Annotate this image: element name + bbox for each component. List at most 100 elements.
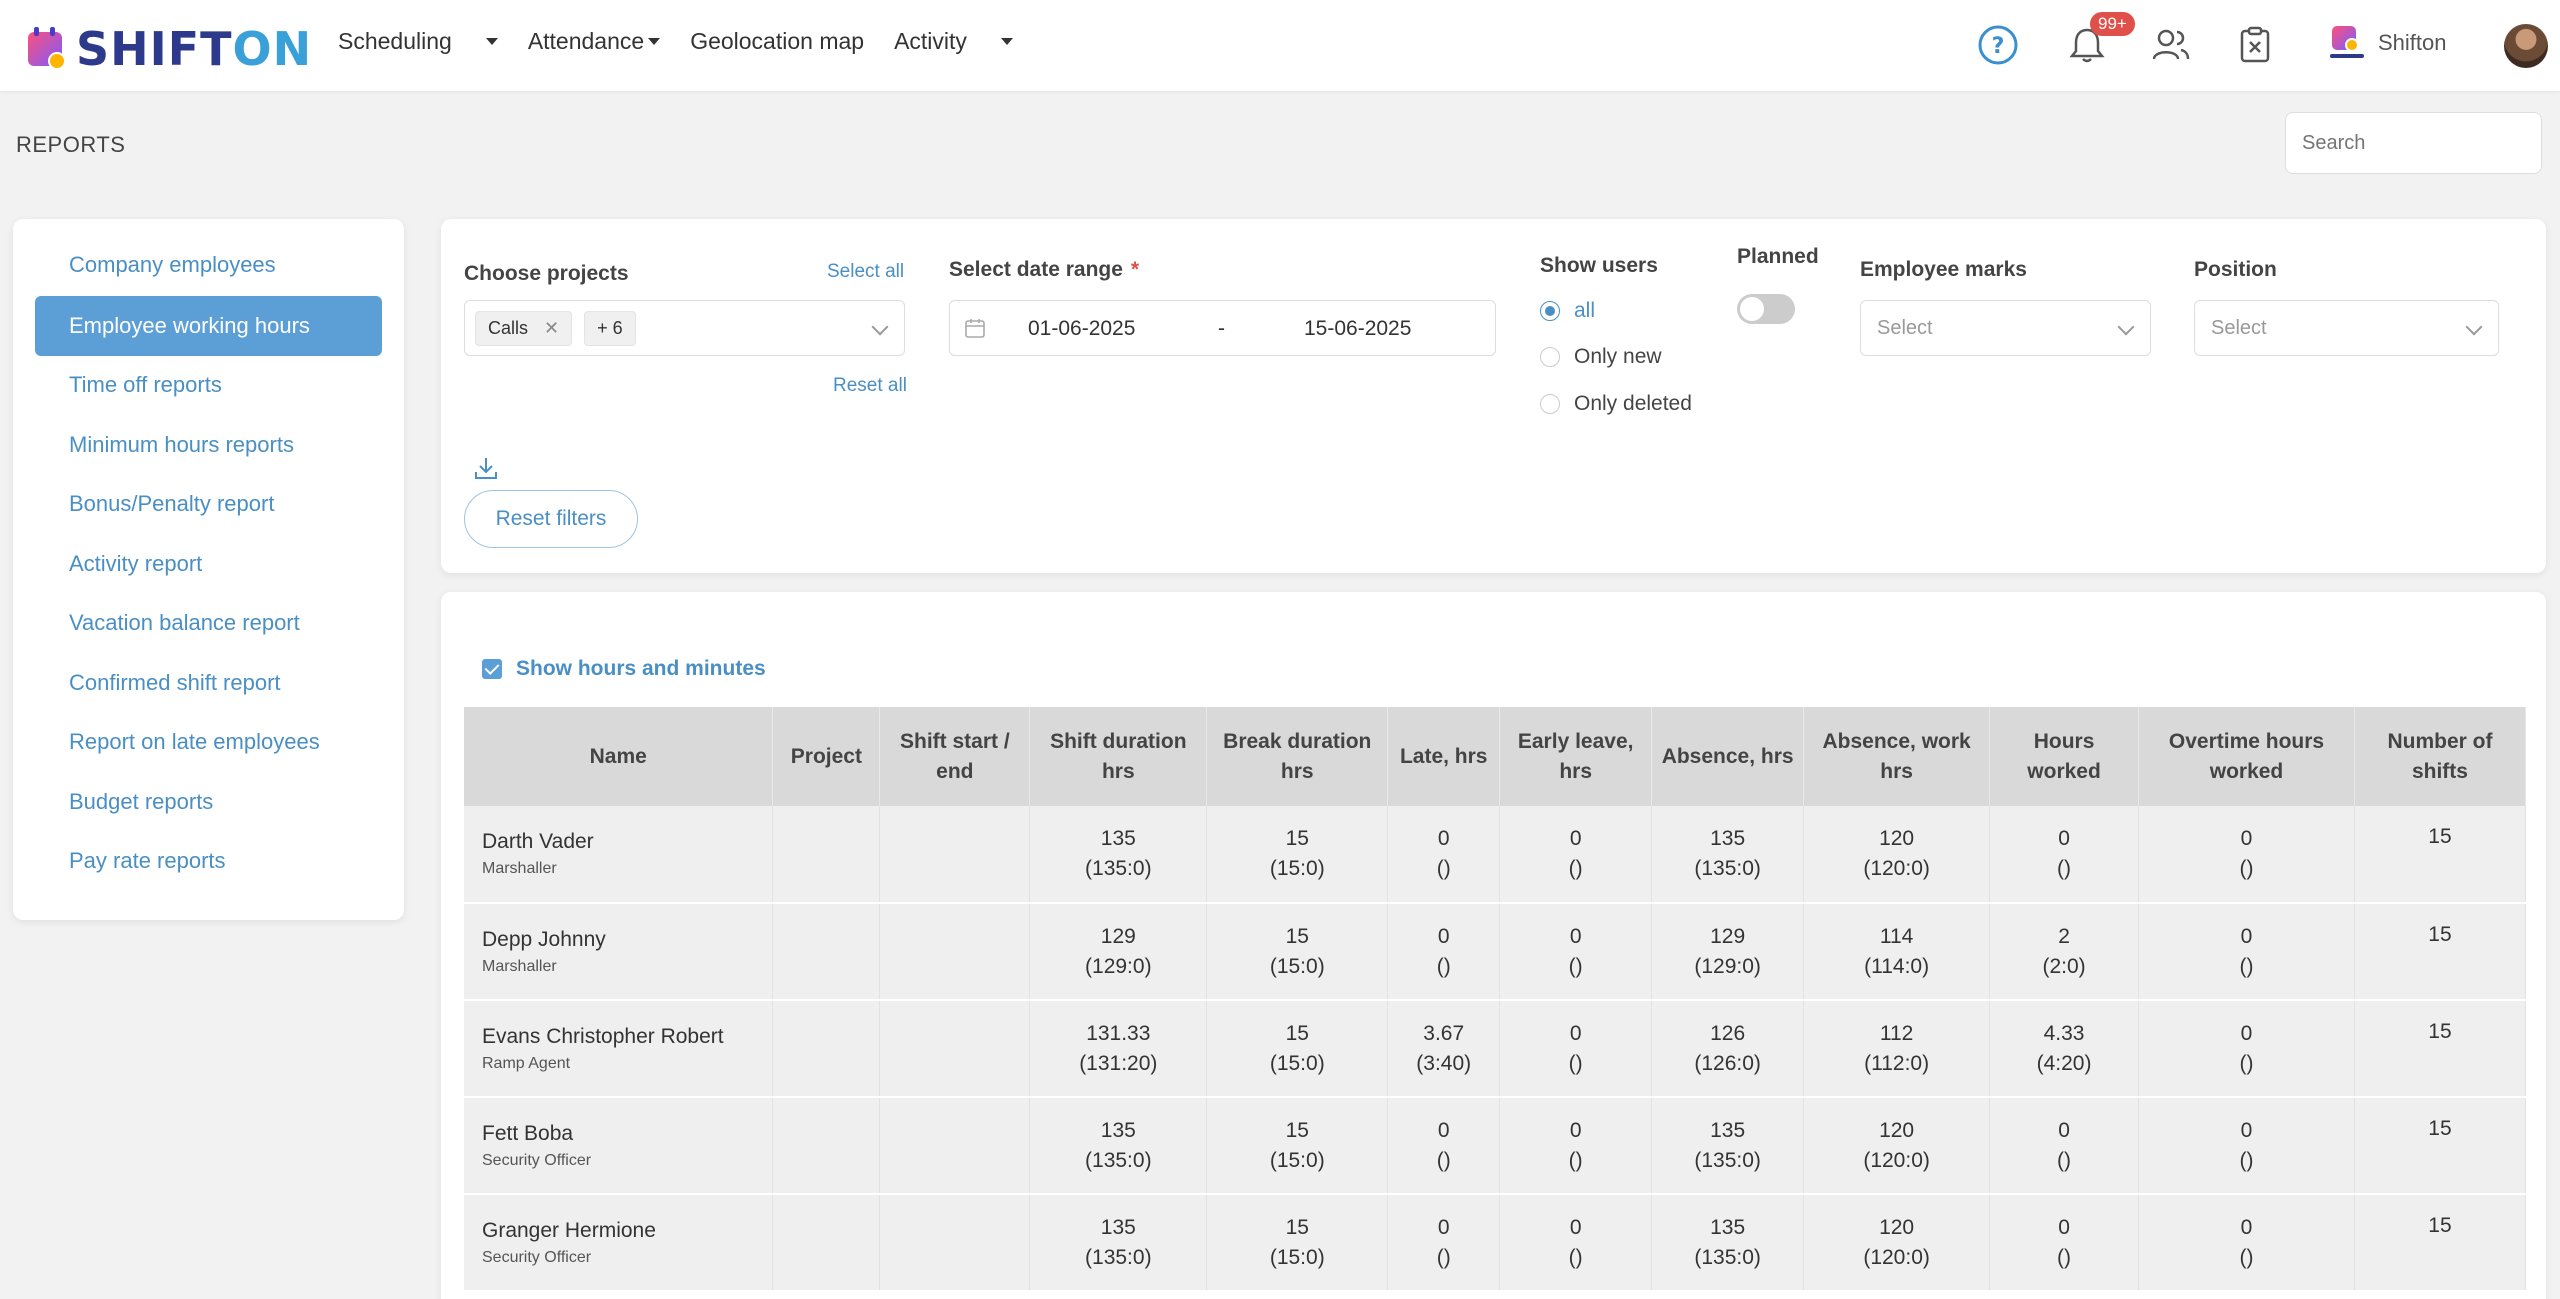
sidebar-item-minimum-hours-reports[interactable]: Minimum hours reports — [69, 431, 294, 457]
nav-geolocation-map[interactable]: Geolocation map — [690, 28, 864, 55]
absence-cell: 135 (135:0) — [1651, 806, 1805, 904]
avatar[interactable] — [2504, 24, 2548, 68]
help-icon[interactable]: ? — [1975, 22, 2021, 68]
employee-name[interactable]: Evans Christopher Robert — [482, 1024, 724, 1048]
sidebar-item-employee-working-hours[interactable]: Employee working hours — [35, 296, 382, 356]
more-projects-tag: + 6 — [584, 310, 636, 346]
value: 0 — [1437, 1118, 1450, 1142]
notifications-badge: 99+ — [2090, 12, 2135, 36]
value-hm: () — [1568, 1245, 1583, 1269]
sidebar-item-time-off-reports[interactable]: Time off reports — [69, 372, 222, 398]
column-header[interactable]: Hours worked — [1989, 707, 2140, 806]
close-icon[interactable]: ✕ — [544, 317, 560, 338]
users-icon[interactable] — [2148, 22, 2194, 68]
sidebar-item-confirmed-shift-report[interactable]: Confirmed shift report — [69, 669, 281, 695]
planned-label: Planned — [1737, 245, 1819, 268]
sidebar-item-pay-rate-reports[interactable]: Pay rate reports — [69, 848, 226, 874]
company-logo-icon — [2330, 24, 2364, 62]
chevron-down-icon — [648, 38, 661, 45]
employee-name[interactable]: Depp Johnny — [482, 927, 606, 951]
column-header[interactable]: Late, hrs — [1387, 707, 1501, 806]
value-hm: () — [1568, 857, 1583, 880]
sidebar-item-late-employees-report[interactable]: Report on late employees — [69, 729, 320, 755]
date-separator: - — [1218, 317, 1225, 340]
radio-only-new[interactable]: Only new — [1540, 345, 1662, 369]
absence-cell: 135 (135:0) — [1651, 1097, 1805, 1195]
table-row[interactable]: Granger Hermione Security Officer 135 (135… — [464, 1194, 2527, 1292]
value: 15 — [1285, 827, 1309, 850]
value-hm: (114:0) — [1864, 954, 1930, 978]
value-hm: () — [1568, 954, 1583, 978]
radio-all[interactable]: all — [1540, 299, 1595, 323]
sidebar-item-bonus-penalty-report[interactable]: Bonus/Penalty report — [69, 491, 275, 517]
value: 0 — [1437, 827, 1450, 850]
value-hm: () — [1436, 857, 1451, 880]
value: 3.67 — [1423, 1021, 1465, 1045]
radio-all-dot[interactable] — [1540, 301, 1560, 321]
date-from[interactable]: 01-06-2025 — [1028, 317, 1136, 340]
radio-only-new-dot[interactable] — [1540, 347, 1560, 367]
show-hours-minutes-checkbox[interactable] — [482, 659, 502, 679]
column-header[interactable]: Absence, work hrs — [1803, 707, 1991, 806]
table-row[interactable]: Darth Vader Marshaller 135 (135:0) 15 (15:0… — [464, 806, 2527, 904]
break-duration-cell: 15 (15:0) — [1206, 1097, 1389, 1195]
value-hm: () — [2057, 1148, 2072, 1172]
table-row[interactable]: Fett Boba Security Officer 135 (135:0) 15 (… — [464, 1097, 2527, 1195]
column-header[interactable]: Overtime hours worked — [2138, 707, 2355, 806]
employee-cell: Darth Vader Marshaller — [464, 806, 774, 904]
clipboard-icon[interactable] — [2232, 22, 2278, 68]
reset-all-link[interactable]: Reset all — [833, 375, 907, 396]
logo-text-left: SHIFT — [76, 22, 233, 76]
planned-toggle[interactable] — [1737, 294, 1795, 324]
column-header[interactable]: Absence, hrs — [1651, 707, 1805, 806]
nav-activity[interactable]: Activity — [894, 28, 1013, 55]
company-switcher[interactable]: Shifton — [2330, 24, 2447, 62]
reset-filters-button[interactable]: Reset filters — [464, 490, 638, 548]
value-hm: (135:0) — [1085, 857, 1152, 880]
radio-only-deleted[interactable]: Only deleted — [1540, 392, 1692, 416]
column-header[interactable]: Early leave, hrs — [1499, 707, 1653, 806]
download-icon[interactable] — [473, 455, 499, 486]
sidebar-item-budget-reports[interactable]: Budget reports — [69, 788, 214, 814]
shift-cell — [879, 806, 1031, 904]
table-row[interactable]: Evans Christopher Robert Ramp Agent 131.3… — [464, 1000, 2527, 1098]
value-hm: (126:0) — [1694, 1051, 1761, 1075]
employee-name[interactable]: Darth Vader — [482, 830, 594, 853]
search-input[interactable] — [2285, 112, 2542, 174]
sidebar-item-company-employees[interactable]: Company employees — [69, 252, 276, 277]
column-header[interactable]: Break duration hrs — [1206, 707, 1389, 806]
employee-name[interactable]: Fett Boba — [482, 1121, 574, 1145]
date-range-picker[interactable]: 01-06-2025 - 15-06-2025 — [949, 300, 1496, 356]
break-duration-cell: 15 (15:0) — [1206, 903, 1389, 1001]
radio-only-deleted-dot[interactable] — [1540, 394, 1560, 414]
overtime-cell: 0 () — [2138, 903, 2355, 1001]
sidebar-item-activity-report[interactable]: Activity report — [69, 550, 203, 576]
shifts-count-cell: 15 — [2354, 1097, 2527, 1195]
column-header[interactable]: Number of shifts — [2354, 707, 2527, 806]
column-header[interactable]: Name — [464, 707, 774, 806]
employee-marks-placeholder: Select — [1877, 317, 1933, 339]
show-hours-minutes-toggle[interactable]: Show hours and minutes — [482, 657, 766, 681]
shifton-logo[interactable]: SHIFTON — [26, 22, 312, 76]
project-tag-label: Calls — [488, 317, 529, 338]
value-hm: (2:0) — [2042, 954, 2086, 978]
select-all-link[interactable]: Select all — [827, 261, 905, 282]
early-leave-cell: 0 () — [1499, 1194, 1653, 1292]
chevron-down-icon — [1000, 38, 1013, 45]
position-select[interactable]: Select — [2194, 300, 2499, 356]
value: 135 — [1100, 1215, 1136, 1239]
table-row[interactable]: Depp Johnny Marshaller 129 (129:0) 15 (15:0… — [464, 903, 2527, 1001]
employee-marks-select[interactable]: Select — [1860, 300, 2151, 356]
column-header[interactable]: Shift start / end — [879, 707, 1031, 806]
date-to[interactable]: 15-06-2025 — [1304, 317, 1412, 340]
employee-cell: Fett Boba Security Officer — [464, 1097, 774, 1195]
projects-select[interactable]: Calls ✕ + 6 — [464, 300, 905, 356]
radio-all-label: all — [1574, 299, 1596, 322]
column-header[interactable]: Project — [772, 707, 881, 806]
nav-attendance[interactable]: Attendance — [528, 28, 661, 55]
column-header[interactable]: Shift duration hrs — [1029, 707, 1208, 806]
shifts-count-cell: 15 — [2354, 1000, 2527, 1098]
employee-name[interactable]: Granger Hermione — [482, 1218, 656, 1242]
nav-scheduling[interactable]: Scheduling — [338, 28, 498, 55]
sidebar-item-vacation-balance-report[interactable]: Vacation balance report — [69, 610, 300, 636]
